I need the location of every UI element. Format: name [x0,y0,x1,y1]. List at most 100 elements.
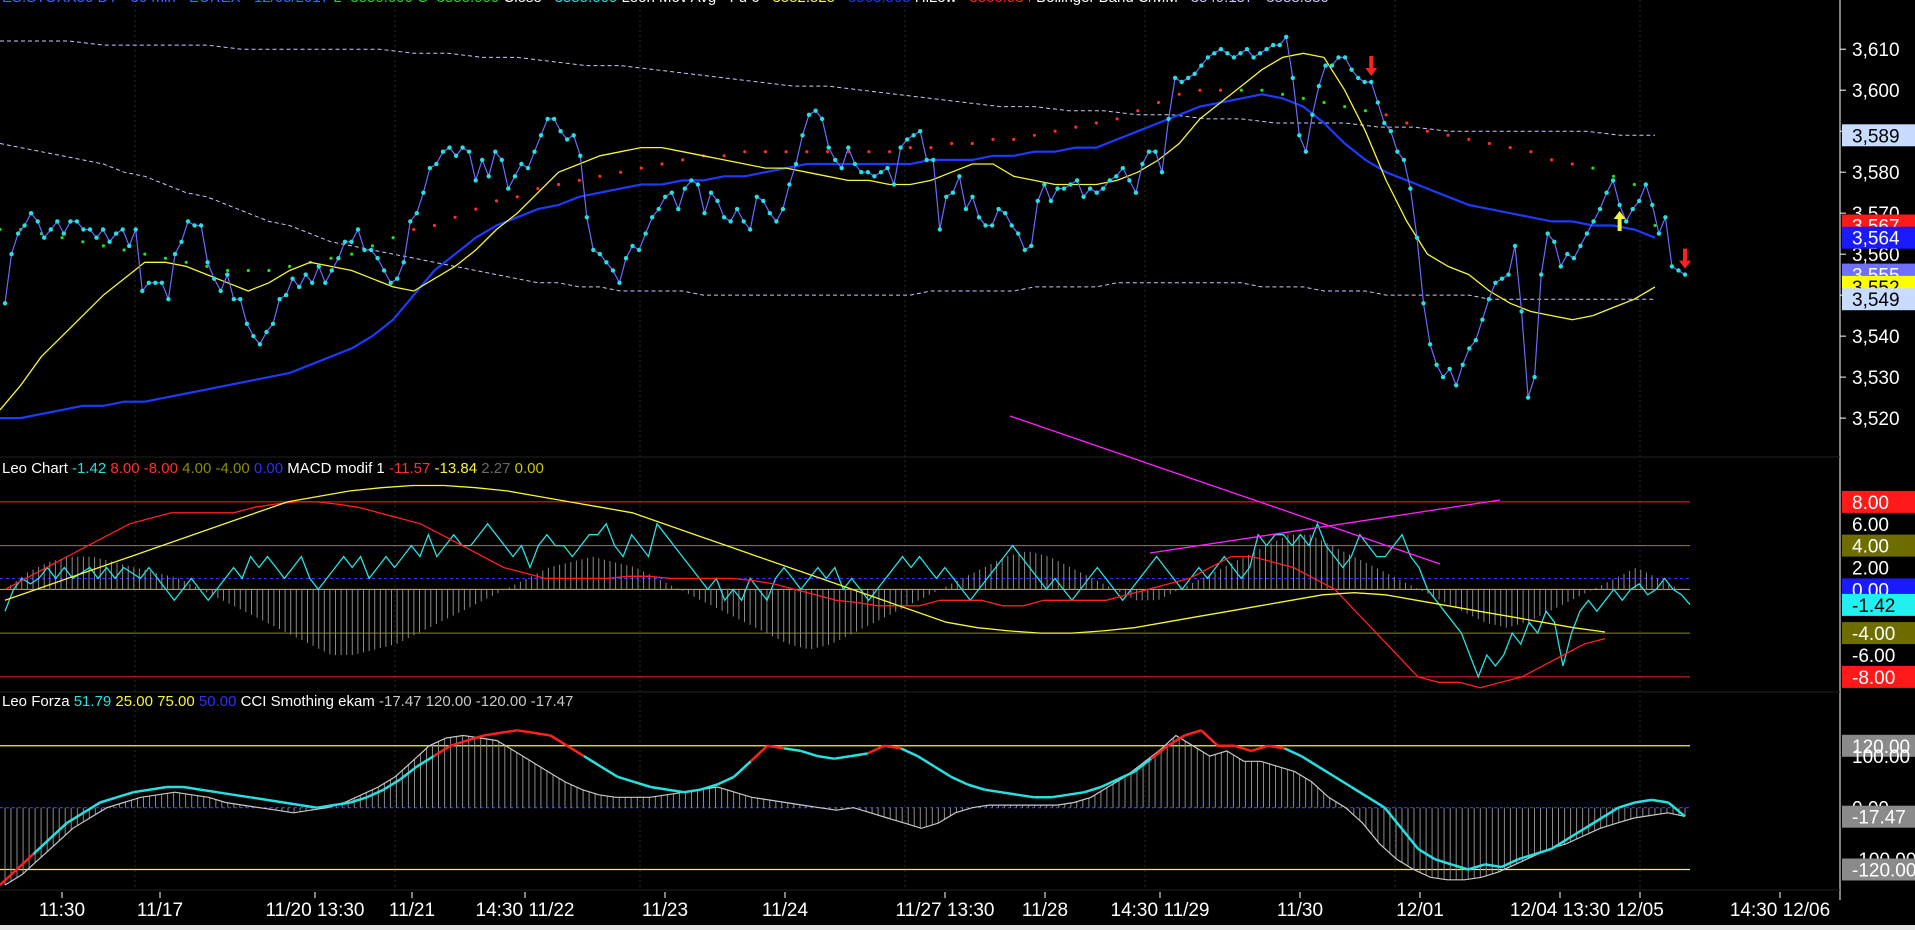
hilow-dot [681,158,685,162]
close-marker [721,215,727,220]
close-marker [290,276,295,281]
leo-forza-segment [650,785,668,791]
close-marker [1199,63,1204,68]
time-axis: 11:30 11/17 11/20 13:30 11/21 14:30 11/22 11/… [39,892,1830,921]
close-marker [1251,55,1256,60]
cci-value-badge [1842,805,1915,828]
hilow-dot [1198,88,1202,92]
close-marker [898,145,903,150]
hilow-dot [1363,109,1367,113]
close-marker [806,112,812,118]
price-tick-label: 3,610 [1852,40,1900,61]
close-marker [891,182,897,187]
leo-forza-segment [733,760,752,778]
leo-forza-segment [667,788,685,794]
macd-panel-header-item: -11.57 [385,460,431,477]
hilow-dot [825,150,830,154]
close-marker [1342,55,1348,60]
close-marker [1231,55,1237,60]
close-marker [682,186,687,191]
close-marker [937,227,942,232]
close-marker [395,276,400,281]
trendline[interactable] [1009,415,1441,565]
day-separators [134,0,1641,890]
price-tick-label: 3,600 [1852,81,1900,102]
signal-arrow-down-icon [1365,55,1378,76]
price-panel [0,34,1691,420]
close-marker [715,198,720,204]
close-marker [1022,247,1027,253]
hilow-dot [619,170,623,174]
close-marker [1068,182,1073,187]
leo-forza-segment [1234,744,1252,753]
close-marker [885,165,890,171]
close-marker [283,292,289,298]
leo-forza-segment [1067,790,1085,797]
close-marker [1186,75,1191,81]
close-marker [669,190,674,195]
leo-forza-segment [1167,734,1186,747]
close-marker [872,174,877,179]
macd-yellow-line [4,484,1606,634]
close-marker [728,219,733,224]
price-panel-header-item: Close [499,0,542,6]
leo-forza-segment [300,803,318,809]
close-marker [107,239,112,244]
leo-forza-segment [1000,790,1018,797]
leo-forza-segment [566,744,585,758]
close-marker [100,227,106,232]
hilow-dot [288,264,292,268]
close-marker [839,165,844,171]
leo-forza-segment [15,853,35,871]
close-marker [120,227,125,232]
hilow-dot [81,240,85,244]
trendline[interactable] [1149,499,1501,554]
hilow-dot [1591,166,1595,170]
macd-panel-header: Leo Chart -1.42 8.00 -8.00 4.00 -4.00 0.… [2,460,544,477]
time-axis-label: 12/05 [1616,900,1664,921]
leo-forza-segment [583,755,602,768]
leo-forza-segment [683,788,701,794]
bottom-scrollbar[interactable] [0,925,1915,930]
leo-forza-segment [250,796,268,802]
bollinger-upper-line [0,40,1655,136]
close-marker [329,268,334,273]
close-marker [486,174,491,179]
close-marker [663,194,668,199]
hilow-dot [184,260,188,264]
close-marker [1382,120,1387,126]
leo-forza-segment [1350,785,1369,799]
hilow-dot [970,141,974,146]
hilow-dot [1012,137,1016,141]
cci-panel-header-item: CCI Smothing ekam [236,693,374,710]
close-marker [179,239,184,244]
time-axis-label: 14:30 11/29 [1111,900,1210,921]
close-marker [636,247,642,253]
hilow-dot [991,137,995,141]
leo-forza-segment [399,765,418,781]
close-marker [846,145,851,150]
close-marker [734,206,740,212]
close-marker [1264,47,1269,52]
close-marker [1643,182,1649,187]
leo-forza-segment [49,822,68,840]
leo-forza-segment [1667,801,1686,818]
cci-panel-header-item: 50.00 [195,693,237,710]
close-marker [519,161,524,167]
close-marker [1114,174,1119,179]
close-marker [113,231,119,236]
leo-forza-segment [1184,729,1202,737]
close-marker [578,153,583,158]
hilow-dot [60,236,64,240]
price-panel-header-item: HiLow [911,0,957,6]
close-marker [813,108,818,113]
close-marker [499,157,504,163]
close-marker [1055,186,1060,191]
close-marker [957,174,962,179]
close-marker [1682,272,1688,277]
close-marker [81,227,86,232]
leo-forza-segment [149,785,167,791]
hilow-dot [1322,100,1326,105]
leo-forza-segment [349,796,368,804]
